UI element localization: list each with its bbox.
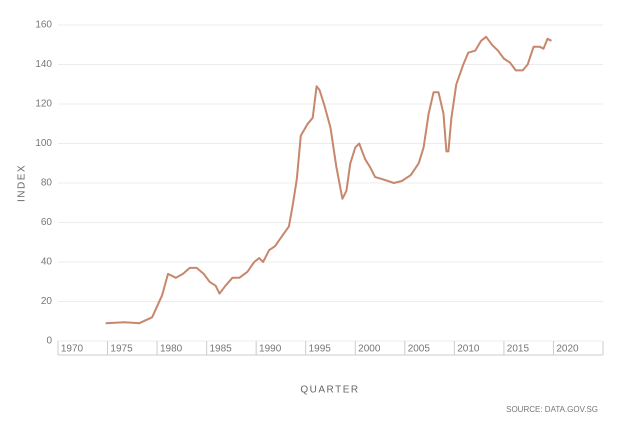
y-tick-label: 20 [41, 296, 53, 307]
y-tick-label: 140 [35, 59, 52, 70]
x-tick-label: 1995 [309, 344, 332, 355]
x-axis-title: QUARTER [300, 385, 359, 396]
y-tick-label: 40 [41, 257, 53, 268]
x-tick-label: 2000 [358, 344, 381, 355]
x-tick-label: 1990 [259, 344, 282, 355]
x-tick-label: 2010 [457, 344, 480, 355]
y-tick-label: 80 [41, 178, 53, 189]
source: SOURCE: DATA.GOV.SG [506, 405, 598, 414]
y-axis-title: INDEX [17, 164, 28, 202]
y-tick-label: 0 [46, 336, 52, 347]
x-tick-label: 1980 [160, 344, 183, 355]
x-tick-label: 1975 [110, 344, 133, 355]
x-tick-label: 2015 [507, 344, 530, 355]
x-tick-label: 1985 [210, 344, 233, 355]
y-tick-label: 160 [35, 20, 52, 31]
x-tick-label: 2005 [408, 344, 431, 355]
x-tick-label: 1970 [61, 344, 84, 355]
y-tick-label: 120 [35, 99, 52, 110]
x-tick-label: 2020 [556, 344, 579, 355]
y-tick-label: 60 [41, 217, 53, 228]
data-line [105, 35, 552, 325]
y-tick-label: 100 [35, 138, 52, 149]
